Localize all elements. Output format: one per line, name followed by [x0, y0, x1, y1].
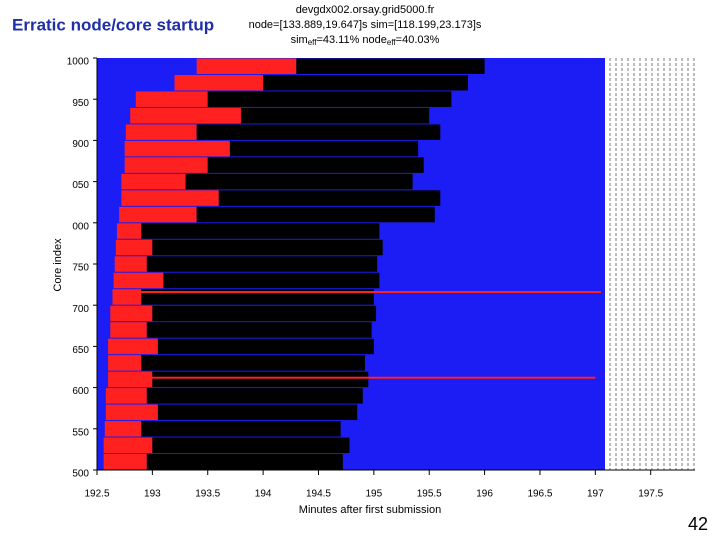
outlier-bar	[113, 291, 601, 294]
startup-segment	[124, 140, 230, 157]
startup-segment	[121, 173, 186, 190]
y-tick-label: 000	[72, 221, 89, 232]
startup-segment	[196, 58, 297, 74]
chart-subtitle: node=[133.889,19.647]s sim=[118.199,23.1…	[249, 19, 482, 31]
startup-segment	[116, 223, 142, 239]
run-segment	[141, 289, 374, 305]
startup-segment	[114, 256, 147, 272]
y-axis-label: Core index	[52, 238, 64, 292]
run-segment	[240, 107, 430, 124]
x-tick-label: 197	[587, 489, 604, 500]
x-tick-label: 192.5	[84, 489, 109, 500]
run-segment	[146, 388, 363, 404]
sim-sub: eff	[308, 38, 318, 47]
run-segment	[152, 371, 369, 388]
node-sub: eff	[387, 38, 397, 47]
y-tick-label: 500	[72, 469, 89, 480]
startup-segment	[105, 404, 158, 421]
run-segment	[146, 256, 378, 272]
sim-value: =43.11% node	[316, 34, 386, 46]
x-tick-label: 194	[255, 489, 272, 500]
startup-segment	[115, 239, 153, 256]
run-segment	[207, 91, 452, 107]
x-tick-label: 195	[366, 489, 383, 500]
run-segment	[157, 404, 358, 421]
startup-segment	[135, 91, 208, 107]
startup-segment	[108, 338, 158, 355]
run-segment	[152, 305, 377, 322]
y-tick-label: 1000	[67, 57, 90, 68]
run-segment	[218, 190, 441, 206]
run-segment	[296, 58, 485, 74]
y-tick-label: 600	[72, 386, 89, 397]
y-tick-label: 950	[72, 98, 89, 109]
x-tick-label: 193	[144, 489, 161, 500]
run-segment	[141, 355, 365, 371]
startup-segment	[113, 272, 164, 289]
run-segment	[207, 157, 424, 173]
run-segment	[152, 437, 350, 454]
run-segment	[141, 421, 341, 437]
y-tick-label: 050	[72, 180, 89, 191]
page-number: 42	[688, 514, 708, 534]
startup-segment	[130, 107, 241, 124]
y-tick-label: 550	[72, 427, 89, 438]
x-tick-label: 196.5	[527, 489, 552, 500]
x-tick-label: 193.5	[195, 489, 220, 500]
startup-segment	[110, 322, 147, 338]
run-segment	[146, 454, 343, 470]
startup-segment	[108, 371, 153, 388]
y-tick-label: 750	[72, 263, 89, 274]
x-tick-label: 195.5	[417, 489, 442, 500]
run-segment	[141, 223, 380, 239]
run-segment	[196, 206, 435, 223]
x-tick-label: 194.5	[306, 489, 331, 500]
run-segment	[152, 239, 383, 256]
x-tick-label: 197.5	[638, 489, 663, 500]
startup-segment	[103, 454, 147, 470]
startup-segment	[110, 305, 153, 322]
run-segment	[146, 322, 372, 338]
run-segment	[157, 338, 374, 355]
y-tick-label: 650	[72, 345, 89, 356]
outlier-bar	[108, 376, 596, 379]
run-segment	[229, 140, 419, 157]
startup-segment	[121, 190, 219, 206]
startup-segment	[119, 206, 197, 223]
startup-segment	[112, 289, 142, 305]
slide-title: Erratic node/core startup	[12, 15, 214, 34]
startup-segment	[174, 74, 264, 91]
run-segment	[196, 124, 441, 140]
x-tick-label: 196	[476, 489, 493, 500]
y-tick-label: 700	[72, 304, 89, 315]
y-tick-label: 900	[72, 139, 89, 150]
startup-segment	[108, 355, 142, 371]
run-segment	[185, 173, 413, 190]
node-value: =40.03%	[396, 34, 440, 46]
chart-title: devgdx002.orsay.grid5000.fr	[296, 4, 435, 16]
run-segment	[163, 272, 380, 289]
startup-segment	[125, 124, 197, 140]
x-axis-label: Minutes after first submission	[299, 504, 441, 516]
sim-label: sim	[291, 34, 308, 46]
startup-segment	[105, 388, 147, 404]
startup-segment	[104, 421, 142, 437]
efficiency: simeff=43.11% nodeeff=40.03%	[291, 34, 440, 47]
run-segment	[263, 74, 468, 91]
startup-segment	[124, 157, 208, 173]
startup-segment	[103, 437, 153, 454]
